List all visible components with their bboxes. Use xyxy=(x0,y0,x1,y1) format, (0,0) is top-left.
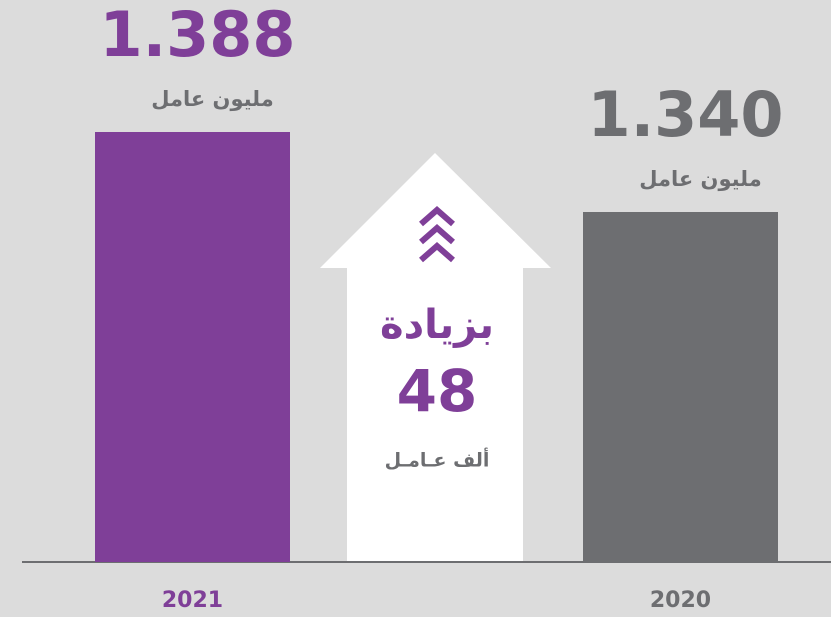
increase-unit: ألف عـامـل xyxy=(385,448,490,472)
value-unit: مليون عامل xyxy=(639,167,762,191)
value-label: 1.340 xyxy=(587,78,783,151)
increase-value: 48 xyxy=(397,357,478,425)
value-label: 1.388 xyxy=(99,0,295,71)
chevrons xyxy=(419,206,455,263)
bar xyxy=(95,132,290,562)
value-unit: مليون عامل xyxy=(151,87,274,111)
bar xyxy=(583,212,778,562)
increase-label: بزيادة xyxy=(380,302,494,348)
x-tick-label: 2020 xyxy=(650,588,711,613)
increase-arrow xyxy=(320,153,551,562)
x-tick-label: 2021 xyxy=(162,588,223,613)
